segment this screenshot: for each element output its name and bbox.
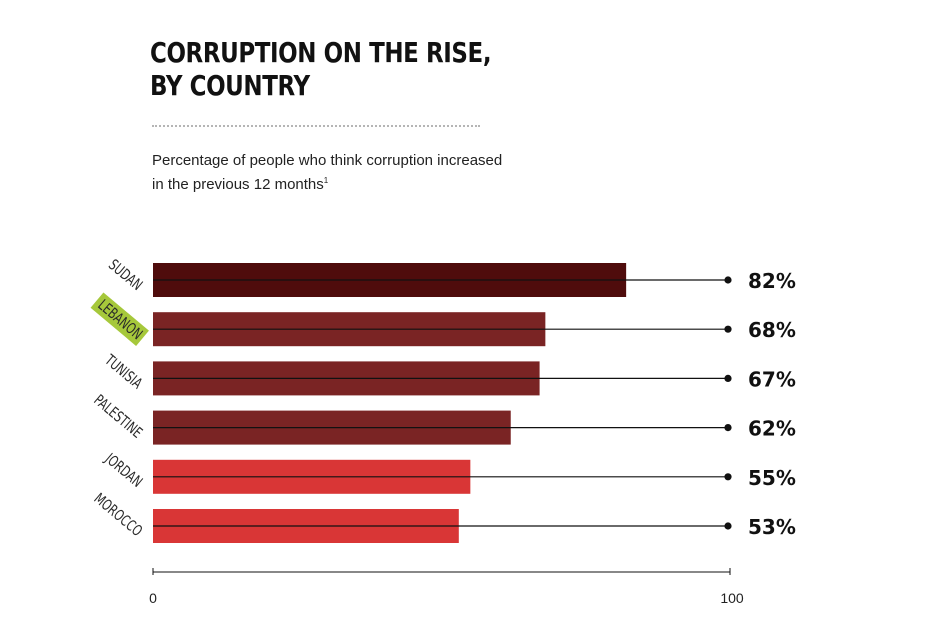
reference-dot-jordan (724, 473, 732, 481)
chart-title: CORRUPTION ON THE RISE, BY COUNTRY (150, 36, 492, 102)
category-label-jordan: JORDAN (101, 450, 145, 491)
value-label-palestine: 62% (748, 417, 796, 441)
category-label-tunisia: TUNISIA (100, 351, 145, 392)
reference-dot-tunisia (724, 374, 732, 382)
x-tick-label-1: 100 (720, 590, 744, 606)
reference-dot-lebanon (724, 325, 732, 333)
category-label-lebanon: LEBANON (94, 297, 145, 344)
category-label-sudan: SUDAN (105, 257, 145, 295)
category-label-group-lebanon: LEBANON (90, 292, 149, 346)
reference-dot-sudan (724, 276, 732, 284)
value-label-sudan: 82% (748, 269, 796, 293)
category-label-group-sudan: SUDAN (105, 257, 145, 295)
category-label-palestine: PALESTINE (90, 392, 145, 442)
category-label-morocco: MOROCCO (90, 490, 145, 540)
value-label-tunisia: 67% (748, 367, 796, 391)
category-label-group-tunisia: TUNISIA (100, 351, 145, 392)
reference-dot-morocco (724, 522, 732, 530)
value-label-jordan: 55% (748, 466, 796, 490)
category-label-group-jordan: JORDAN (101, 450, 145, 491)
value-label-lebanon: 68% (748, 318, 796, 342)
title-divider (152, 125, 480, 127)
subtitle-text: Percentage of people who think corruptio… (152, 152, 503, 193)
category-label-group-morocco: MOROCCO (90, 490, 145, 540)
category-label-group-palestine: PALESTINE (90, 392, 145, 442)
x-tick-label-0: 0 (149, 590, 157, 606)
footnote-marker: 1 (323, 176, 329, 185)
reference-dot-palestine (724, 424, 732, 432)
category-highlight-lebanon (90, 292, 149, 346)
value-label-morocco: 53% (748, 515, 796, 539)
chart-subtitle: Percentage of people who think corruptio… (152, 149, 512, 197)
